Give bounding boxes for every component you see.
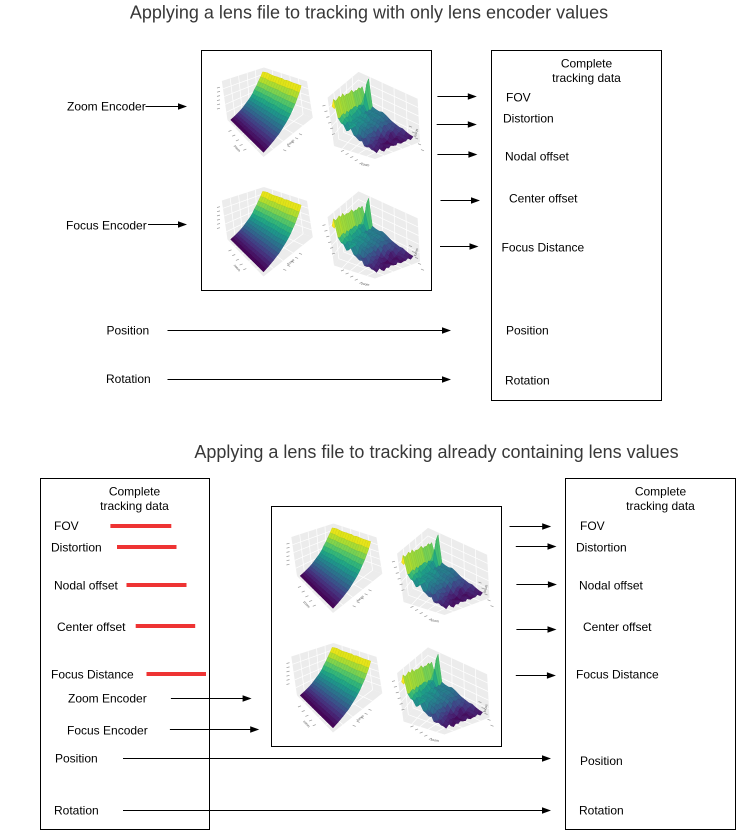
svg-text:Position: Position — [55, 751, 98, 765]
svg-text:Distortion: Distortion — [576, 540, 627, 554]
svg-text:Focus Distance: Focus Distance — [576, 667, 659, 681]
svg-text:Focus Distance: Focus Distance — [502, 240, 585, 254]
svg-text:FOV: FOV — [54, 519, 79, 533]
svg-text:Applying a lens file to tracki: Applying a lens file to tracking already… — [194, 442, 678, 462]
svg-text:Focus Encoder: Focus Encoder — [66, 218, 147, 232]
svg-text:FOV: FOV — [506, 90, 531, 104]
svg-text:Zoom Encoder: Zoom Encoder — [68, 691, 147, 705]
svg-text:Position: Position — [107, 323, 150, 337]
svg-text:Position: Position — [580, 754, 623, 768]
svg-text:FOV: FOV — [580, 519, 605, 533]
svg-text:Applying a lens file to tracki: Applying a lens file to tracking with on… — [130, 3, 608, 23]
svg-text:Rotation: Rotation — [106, 372, 151, 386]
svg-text:Center offset: Center offset — [509, 191, 578, 205]
svg-text:tracking data: tracking data — [552, 71, 621, 85]
svg-text:Rotation: Rotation — [579, 803, 624, 817]
svg-text:Complete: Complete — [561, 56, 613, 70]
svg-text:Focus Distance: Focus Distance — [51, 667, 134, 681]
svg-text:Distortion: Distortion — [503, 111, 554, 125]
svg-text:Nodal offset: Nodal offset — [54, 578, 118, 592]
svg-text:Center offset: Center offset — [57, 620, 126, 634]
svg-text:tracking data: tracking data — [100, 499, 169, 513]
svg-text:Distortion: Distortion — [51, 540, 102, 554]
svg-text:Nodal offset: Nodal offset — [579, 578, 643, 592]
svg-text:Center offset: Center offset — [583, 620, 652, 634]
svg-text:Zoom Encoder: Zoom Encoder — [67, 99, 146, 113]
svg-text:tracking data: tracking data — [626, 499, 695, 513]
svg-text:Complete: Complete — [109, 484, 161, 498]
svg-text:Rotation: Rotation — [505, 373, 550, 387]
svg-text:Nodal offset: Nodal offset — [505, 149, 569, 163]
svg-text:Position: Position — [506, 323, 549, 337]
svg-text:Focus Encoder: Focus Encoder — [67, 723, 148, 737]
svg-text:Complete: Complete — [635, 484, 687, 498]
svg-text:Rotation: Rotation — [54, 803, 99, 817]
